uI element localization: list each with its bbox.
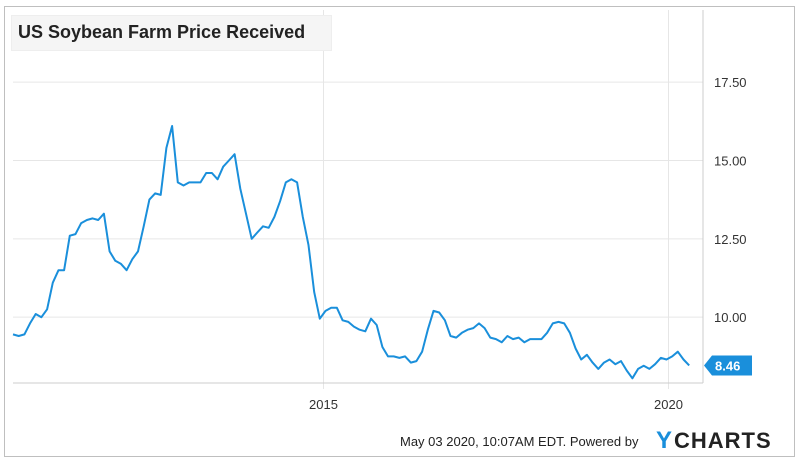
ycharts-logo-y: Y <box>656 427 673 454</box>
y-tick-label: 15.00 <box>714 153 747 168</box>
last-value-tag <box>704 355 752 376</box>
footer-credit: May 03 2020, 10:07AM EDT. Powered by <box>400 434 638 449</box>
chart-frame <box>4 6 795 457</box>
grid-layer <box>13 10 703 389</box>
x-tick-label: 2020 <box>654 397 683 412</box>
y-tick-label: 10.00 <box>714 310 747 325</box>
chart-title: US Soybean Farm Price Received <box>18 22 306 42</box>
axis-layer: 10.00 12.50 15.00 17.50 2015 2020 <box>13 10 747 412</box>
ycharts-logo-text: CHARTS <box>674 428 772 453</box>
y-tick-label: 17.50 <box>714 75 747 90</box>
last-value-marker: 8.46 <box>704 355 752 376</box>
last-value-label: 8.46 <box>715 358 740 373</box>
y-tick-label: 12.50 <box>714 232 747 247</box>
footer-timestamp: May 03 2020, 10:07AM EDT. <box>400 434 567 449</box>
x-tick-label: 2015 <box>309 397 338 412</box>
price-series-line <box>12 125 690 380</box>
chart-title-box <box>11 15 332 51</box>
footer-powered-by: Powered by <box>569 434 639 449</box>
